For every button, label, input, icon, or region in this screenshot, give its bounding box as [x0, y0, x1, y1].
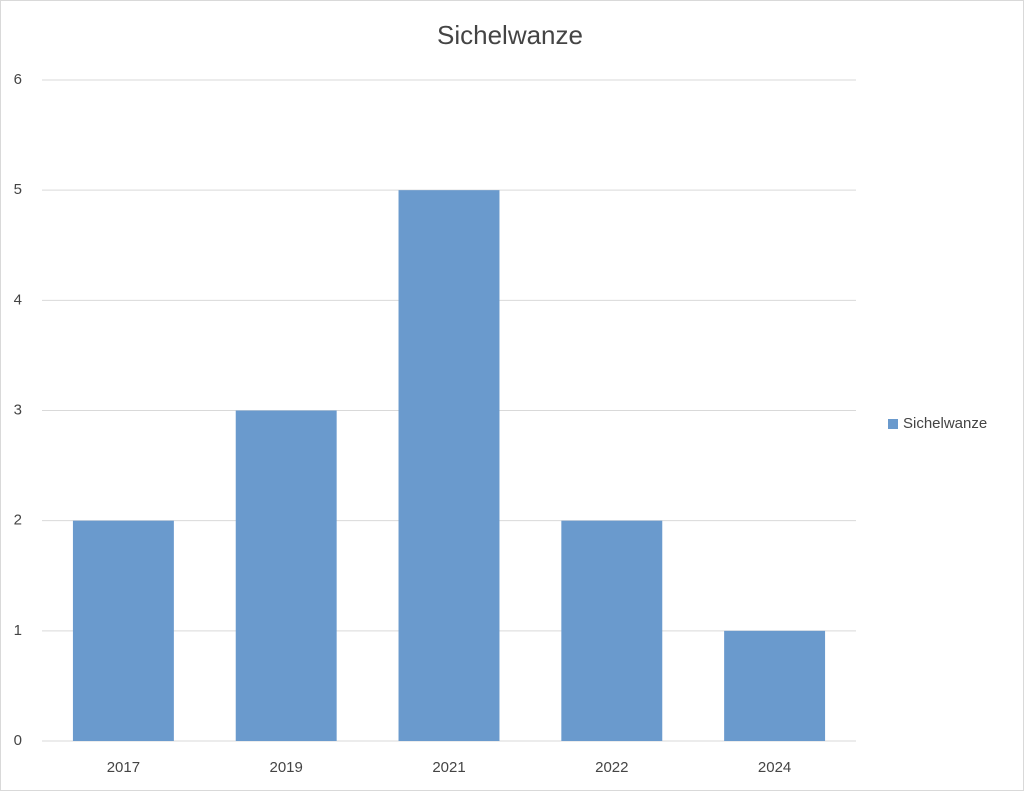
y-tick-label: 1	[14, 622, 22, 639]
x-tick-label: 2019	[270, 759, 303, 776]
bar	[72, 520, 174, 741]
y-tick-label: 0	[14, 732, 22, 749]
x-tick-label: 2017	[107, 759, 140, 776]
y-tick-label: 4	[14, 291, 22, 308]
x-tick-label: 2021	[432, 759, 465, 776]
y-tick-label: 5	[14, 181, 22, 198]
bar	[398, 190, 500, 741]
x-tick-label: 2024	[758, 759, 791, 776]
y-tick-label: 2	[14, 512, 22, 529]
legend-label: Sichelwanze	[903, 415, 987, 432]
x-tick-label: 2022	[595, 759, 628, 776]
bar	[235, 410, 337, 741]
bar	[724, 630, 826, 741]
legend-swatch	[888, 419, 898, 429]
y-tick-label: 6	[14, 71, 22, 88]
bar	[561, 520, 663, 741]
y-tick-label: 3	[14, 401, 22, 418]
chart-title: Sichelwanze	[437, 20, 583, 50]
